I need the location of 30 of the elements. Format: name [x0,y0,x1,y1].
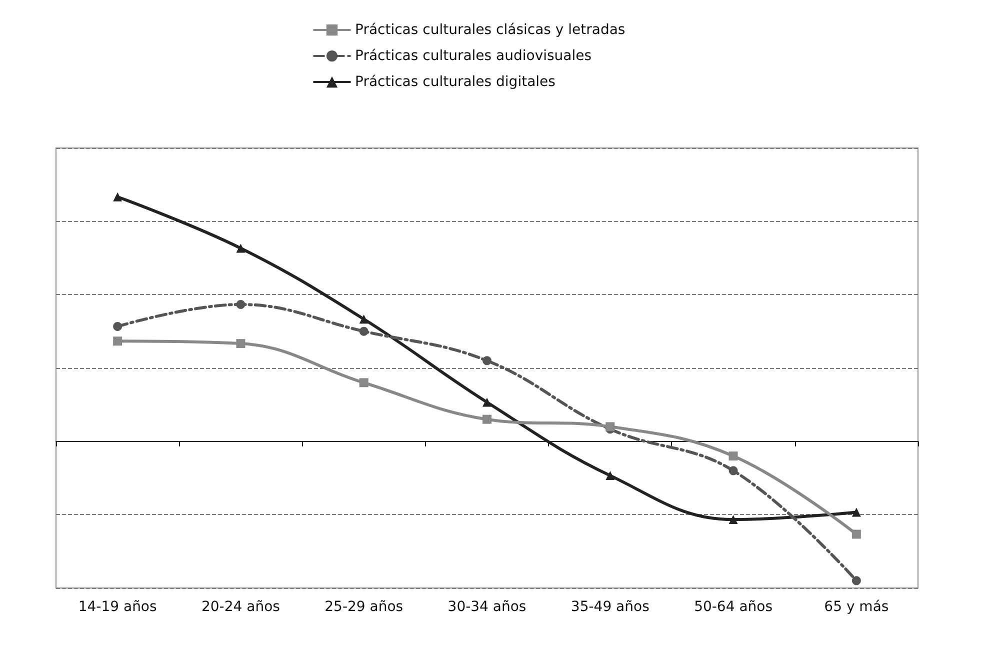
point [852,530,861,539]
point [359,326,368,336]
x-tick-label: 30-34 años [448,599,526,615]
x-tick-label: 65 y más [824,599,889,615]
legend-label: Prácticas culturales digitales [355,74,556,90]
point [606,471,615,480]
point [236,339,246,348]
legend-label: Prácticas culturales clásicas y letradas [355,22,626,38]
point [728,452,738,460]
point [359,378,368,388]
point [606,422,615,432]
x-tick-label: 25-29 años [324,599,404,615]
x-tick-label: 14-19 años [78,599,157,615]
point [482,414,492,424]
x-tick-label: 35-49 años [570,599,650,615]
point [113,336,122,346]
point [113,192,122,202]
point [852,508,861,517]
point [113,322,122,331]
point [728,466,738,476]
x-tick-label: 20-24 años [201,599,280,615]
point [852,576,861,586]
point [482,356,492,366]
point [236,244,246,253]
x-tick-label: 50-64 años [694,599,773,615]
point [482,398,492,407]
point [728,515,738,524]
point [236,300,246,309]
point [359,314,368,324]
legend-label: Prácticas culturales audiovisuales [355,48,592,64]
